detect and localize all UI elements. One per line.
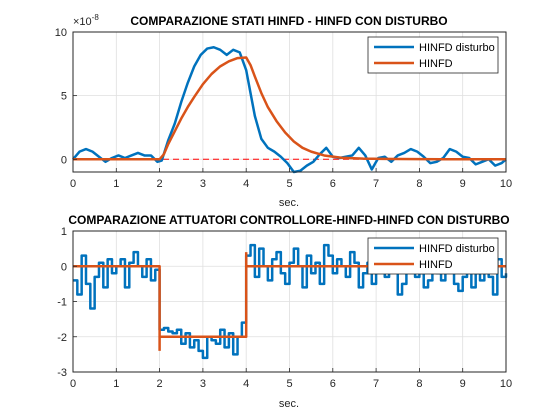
x-tick-label: 7 [373, 378, 379, 390]
top-legend-box [367, 36, 499, 74]
top-exponent-label: ×10-8 [73, 13, 99, 28]
top-legend: HINFD disturbo HINFD [367, 36, 499, 74]
bottom-legend: HINFD disturbo HINFD [367, 237, 499, 275]
top-plot-lines [72, 46, 507, 174]
x-tick-label: 5 [286, 178, 292, 190]
y-tick-label: 0 [61, 154, 67, 166]
bottom-chart-title: COMPARAZIONE ATTUATORI CONTROLLORE-HINFD… [68, 213, 509, 227]
series-line-hinfd [73, 265, 506, 338]
series-line-hinfd-disturbo [72, 46, 507, 174]
top-legend-label-hinfd: HINFD [419, 58, 453, 70]
x-tick-label: 1 [113, 178, 119, 190]
y-tick-label: 0 [61, 261, 67, 273]
x-tick-label: 0 [70, 378, 76, 390]
top-tick-labels: 0 1 2 3 4 5 6 7 8 9 10 0 5 10 [55, 27, 512, 190]
bottom-xlabel: sec. [279, 398, 299, 410]
x-tick-label: 6 [330, 378, 336, 390]
x-tick-label: 4 [243, 178, 249, 190]
x-tick-label: 1 [113, 378, 119, 390]
y-tick-label: -1 [57, 297, 67, 309]
x-tick-label: 9 [460, 178, 466, 190]
x-tick-label: 10 [500, 378, 512, 390]
x-tick-label: 2 [157, 378, 163, 390]
bottom-tick-labels: 0 1 2 3 4 5 6 7 8 9 10 -3 -2 -1 0 1 [57, 226, 512, 390]
x-tick-label: 3 [200, 178, 206, 190]
x-tick-label: 0 [70, 178, 76, 190]
x-tick-label: 10 [500, 178, 512, 190]
bottom-legend-box [367, 237, 499, 275]
bottom-axes: COMPARAZIONE ATTUATORI CONTROLLORE-HINFD… [57, 213, 512, 410]
y-tick-label: -2 [57, 332, 67, 344]
top-axes: COMPARAZIONE STATI HINFD - HINFD CON DIS… [55, 13, 512, 209]
bottom-legend-label-disturbo: HINFD disturbo [419, 243, 495, 255]
bottom-legend-label-hinfd: HINFD [419, 259, 453, 271]
top-xlabel: sec. [279, 197, 299, 209]
y-tick-label: 5 [61, 91, 67, 103]
x-tick-label: 9 [460, 378, 466, 390]
x-tick-label: 5 [286, 378, 292, 390]
x-tick-label: 8 [416, 378, 422, 390]
x-tick-label: 2 [157, 178, 163, 190]
top-chart-title: COMPARAZIONE STATI HINFD - HINFD CON DIS… [130, 14, 447, 28]
series-line-hinfd [73, 56, 506, 161]
y-tick-label: 10 [55, 27, 67, 39]
y-tick-label: 1 [61, 226, 67, 238]
x-tick-label: 8 [416, 178, 422, 190]
x-tick-label: 7 [373, 178, 379, 190]
top-legend-label-disturbo: HINFD disturbo [419, 42, 495, 54]
x-tick-label: 4 [243, 378, 249, 390]
x-tick-label: 6 [330, 178, 336, 190]
y-tick-label: -3 [57, 367, 67, 379]
x-tick-label: 3 [200, 378, 206, 390]
